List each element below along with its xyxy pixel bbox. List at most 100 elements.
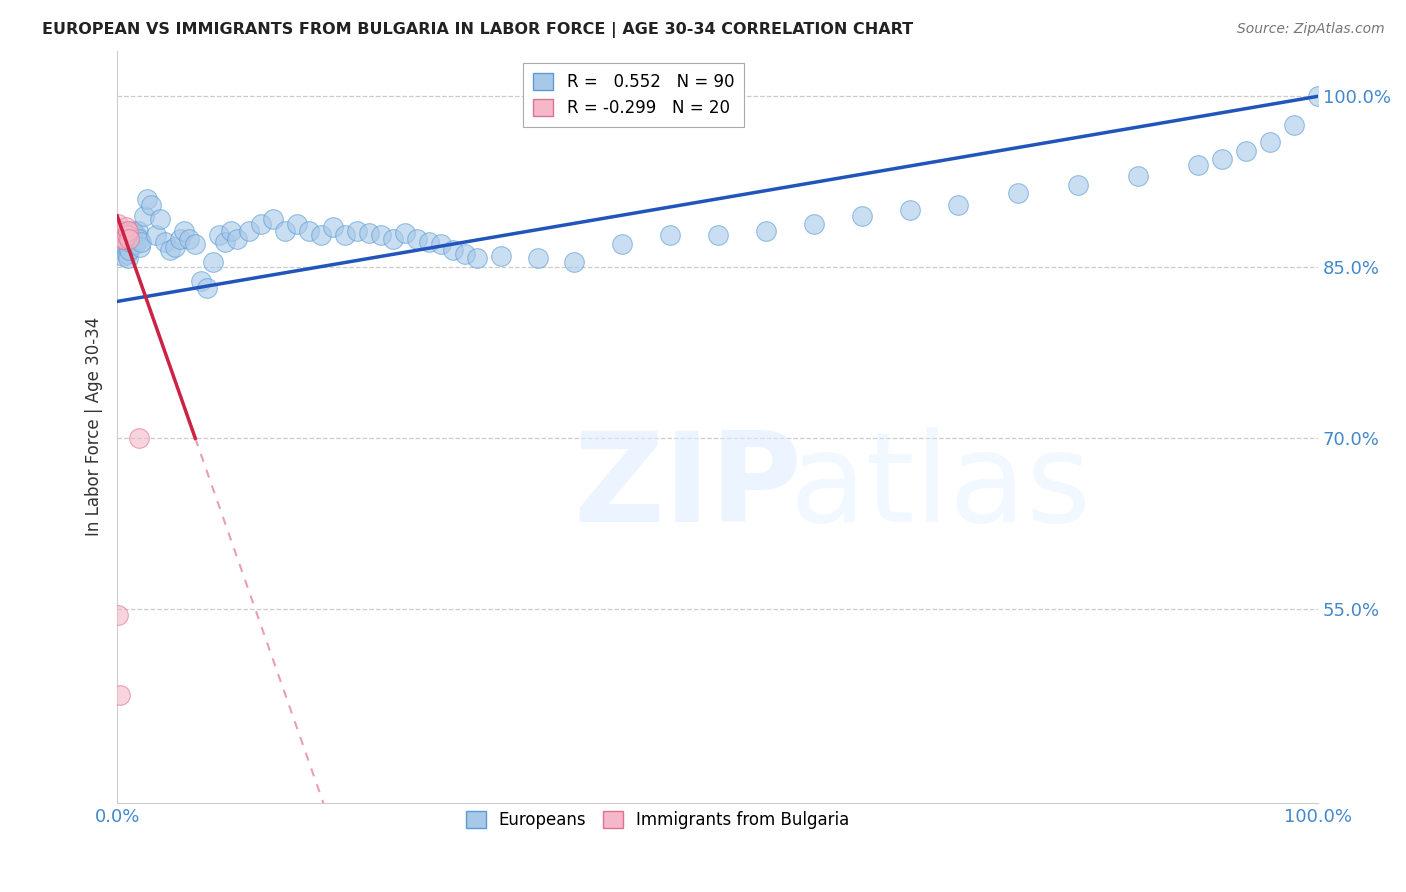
- Point: [129, 240, 152, 254]
- Point: [851, 209, 873, 223]
- Point: [107, 217, 129, 231]
- Text: ZIP: ZIP: [574, 426, 803, 548]
- Point: [145, 228, 167, 243]
- Point: [491, 249, 513, 263]
- Point: [139, 197, 162, 211]
- Legend: Europeans, Immigrants from Bulgaria: Europeans, Immigrants from Bulgaria: [458, 805, 856, 836]
- Point: [370, 228, 392, 243]
- Point: [190, 274, 212, 288]
- Point: [898, 203, 921, 218]
- Point: [149, 212, 172, 227]
- Point: [111, 232, 134, 246]
- Point: [120, 235, 142, 249]
- Point: [163, 240, 186, 254]
- Point: [394, 226, 416, 240]
- Point: [1007, 186, 1029, 201]
- Point: [238, 224, 260, 238]
- Point: [112, 237, 135, 252]
- Point: [1187, 158, 1209, 172]
- Point: [107, 232, 129, 246]
- Point: [159, 243, 181, 257]
- Point: [250, 217, 273, 231]
- Point: [226, 232, 249, 246]
- Point: [127, 224, 149, 238]
- Point: [658, 228, 681, 243]
- Point: [115, 228, 138, 243]
- Point: [298, 224, 321, 238]
- Point: [184, 237, 207, 252]
- Point: [112, 249, 135, 263]
- Point: [108, 226, 131, 240]
- Point: [311, 228, 333, 243]
- Point: [382, 232, 405, 246]
- Point: [122, 232, 145, 246]
- Point: [112, 226, 135, 240]
- Point: [214, 235, 236, 249]
- Point: [118, 243, 141, 257]
- Point: [118, 232, 141, 246]
- Point: [118, 228, 141, 243]
- Point: [430, 237, 453, 252]
- Point: [1126, 169, 1149, 183]
- Point: [110, 228, 132, 243]
- Point: [114, 228, 136, 243]
- Point: [1258, 135, 1281, 149]
- Point: [117, 251, 139, 265]
- Point: [115, 246, 138, 260]
- Point: [202, 254, 225, 268]
- Point: [112, 228, 135, 243]
- Point: [121, 224, 143, 238]
- Point: [262, 212, 284, 227]
- Point: [1211, 152, 1233, 166]
- Point: [128, 232, 150, 246]
- Point: [443, 243, 465, 257]
- Point: [803, 217, 825, 231]
- Point: [1282, 118, 1305, 132]
- Point: [285, 217, 308, 231]
- Point: [115, 224, 138, 238]
- Point: [111, 224, 134, 238]
- Point: [132, 209, 155, 223]
- Point: [108, 226, 131, 240]
- Point: [706, 228, 728, 243]
- Point: [195, 281, 218, 295]
- Point: [1308, 89, 1330, 103]
- Point: [219, 224, 242, 238]
- Point: [129, 235, 152, 249]
- Point: [562, 254, 585, 268]
- Point: [454, 246, 477, 260]
- Point: [406, 232, 429, 246]
- Point: [155, 235, 177, 249]
- Point: [107, 607, 129, 622]
- Text: atlas: atlas: [790, 426, 1092, 548]
- Text: EUROPEAN VS IMMIGRANTS FROM BULGARIA IN LABOR FORCE | AGE 30-34 CORRELATION CHAR: EUROPEAN VS IMMIGRANTS FROM BULGARIA IN …: [42, 22, 914, 38]
- Point: [117, 232, 139, 246]
- Y-axis label: In Labor Force | Age 30-34: In Labor Force | Age 30-34: [86, 318, 103, 536]
- Point: [114, 220, 136, 235]
- Point: [179, 232, 201, 246]
- Point: [121, 228, 143, 243]
- Point: [136, 192, 159, 206]
- Point: [467, 251, 489, 265]
- Point: [610, 237, 633, 252]
- Point: [117, 224, 139, 238]
- Point: [274, 224, 297, 238]
- Point: [120, 226, 142, 240]
- Point: [110, 237, 132, 252]
- Point: [526, 251, 548, 265]
- Point: [1234, 144, 1257, 158]
- Text: Source: ZipAtlas.com: Source: ZipAtlas.com: [1237, 22, 1385, 37]
- Point: [946, 197, 969, 211]
- Point: [755, 224, 778, 238]
- Point: [208, 228, 231, 243]
- Point: [173, 224, 195, 238]
- Point: [124, 237, 146, 252]
- Point: [418, 235, 440, 249]
- Point: [169, 232, 191, 246]
- Point: [125, 228, 148, 243]
- Point: [110, 224, 132, 238]
- Point: [108, 688, 131, 702]
- Point: [322, 220, 344, 235]
- Point: [1067, 178, 1090, 193]
- Point: [335, 228, 357, 243]
